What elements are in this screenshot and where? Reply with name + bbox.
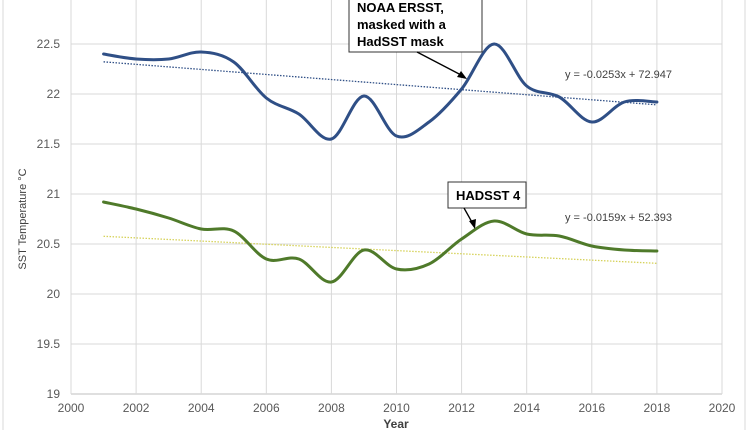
series-lines bbox=[102, 42, 659, 284]
y-tick-label: 20 bbox=[47, 287, 61, 301]
y-tick-label: 21.5 bbox=[37, 137, 61, 151]
x-axis-label: Year bbox=[383, 417, 409, 430]
trendline-1 bbox=[103, 235, 657, 264]
x-tick-label: 2008 bbox=[318, 401, 345, 415]
trendlines bbox=[103, 61, 657, 264]
y-tick-label: 20.5 bbox=[37, 237, 61, 251]
y-tick-label: 19.5 bbox=[37, 337, 61, 351]
x-tick-label: 2012 bbox=[448, 401, 475, 415]
y-axis-label: SST Temperature °C bbox=[17, 168, 29, 269]
noaa-callout-box bbox=[348, 0, 483, 53]
x-tick-label: 2016 bbox=[578, 401, 605, 415]
x-tick-label: 2010 bbox=[383, 401, 410, 415]
x-tick-label: 2006 bbox=[253, 401, 280, 415]
trendline-0 bbox=[103, 61, 657, 106]
series-line-1 bbox=[102, 200, 659, 284]
x-tick-label: 2020 bbox=[709, 401, 736, 415]
x-tick-label: 2014 bbox=[513, 401, 540, 415]
y-tick-label: 21 bbox=[47, 187, 61, 201]
noaa-callout-arrow bbox=[416, 51, 464, 77]
noaa-arrowhead-icon bbox=[457, 71, 467, 79]
hadsst-arrowhead-icon bbox=[469, 219, 476, 229]
y-tick-label: 22.5 bbox=[37, 37, 61, 51]
noaa-callout-line-3: HadSST mask bbox=[357, 34, 444, 49]
y-axis-ticks: 19 19.5 20 20.5 21 21.5 22 22.5 bbox=[37, 37, 61, 401]
x-tick-label: 2018 bbox=[644, 401, 671, 415]
y-tick-label: 22 bbox=[47, 87, 61, 101]
y-tick-label: 19 bbox=[47, 387, 61, 401]
noaa-callout-line-2: masked with a bbox=[357, 17, 447, 32]
x-axis-ticks: 2000 2002 2004 2006 2008 2010 2012 2014 2016 2018… bbox=[58, 401, 736, 415]
noaa-callout: NOAA ERSST, masked with a HadSST mask bbox=[348, 0, 483, 79]
x-tick-label: 2004 bbox=[188, 401, 215, 415]
hadsst-callout-box bbox=[447, 181, 527, 209]
trendline-equation-noaa: y = -0.0253x + 72.947 bbox=[565, 69, 672, 81]
x-tick-label: 2002 bbox=[123, 401, 150, 415]
trendline-equation-hadsst: y = -0.0159x + 52.393 bbox=[565, 212, 672, 224]
hadsst-callout-label: HADSST 4 bbox=[456, 188, 521, 203]
noaa-callout-line-1: NOAA ERSST, bbox=[357, 0, 444, 15]
hadsst-callout: HADSST 4 bbox=[447, 181, 527, 229]
series-line-0 bbox=[102, 42, 659, 141]
x-tick-label: 2000 bbox=[58, 401, 85, 415]
